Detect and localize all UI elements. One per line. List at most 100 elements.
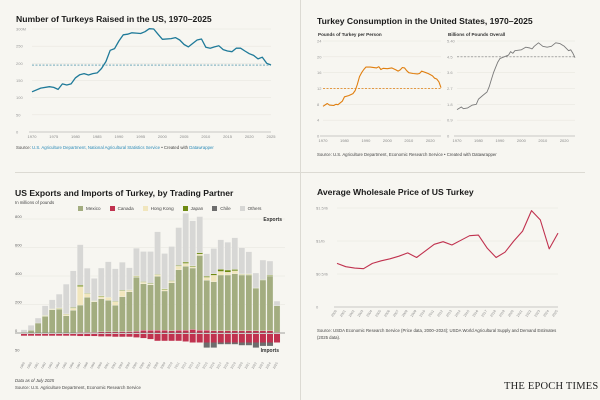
bar-export-others [266,260,274,276]
bar-export-mexico [252,288,260,331]
bar-export-canada [168,330,175,334]
turkeys-chart-title: Number of Turkeys Raised in the US, 1970… [16,14,212,24]
bar-import-chile [210,342,217,348]
x-tick-label: 1995 [61,361,68,369]
x-tick-label: 2023 [258,361,265,369]
x-tick-label: 2005 [374,309,382,318]
bar-export-mexico [84,297,91,333]
bar-export-others [98,267,105,296]
bar-import-canada [77,334,84,337]
bar-export-others [112,268,119,302]
x-tick-label: 2015 [202,361,209,369]
x-tick-label: 2013 [445,309,453,318]
bar-import-canada [175,334,182,341]
series-line [31,28,272,93]
bar-export-others [210,248,217,274]
bar-export-others [252,272,260,289]
bar-export-mexico [133,277,140,332]
bar-export-hong-kong [210,275,217,282]
bar-export-mexico [266,275,274,331]
x-tick-label: 2000 [96,361,103,369]
bar-import-canada [119,334,126,337]
bar-export-canada [203,330,210,334]
x-tick-label: 2011 [428,309,436,317]
x-tick-label: 1993 [47,361,54,369]
bar-import-chile [224,342,231,345]
trade-subtitle: In millions of pounds [15,200,55,205]
x-tick-label: 1996 [68,361,75,369]
legend-item: Mexico [78,206,101,212]
y-tick-label: 300M [16,27,26,32]
x-tick-label: 2021 [516,309,524,318]
bar-import-canada [182,334,189,342]
bar-import-chile [259,342,266,346]
bar-export-others [63,283,70,315]
x-tick-label: 2002 [110,361,117,369]
bar-import-canada [49,334,56,336]
legend-swatch [78,206,83,212]
x-tick-label: 2010 [538,138,548,143]
series-line [322,66,442,107]
horizontal-divider [15,172,585,173]
price-source: Source: USDA Economic Research Service (… [317,328,557,340]
bar-export-hong-kong [224,272,231,276]
legend-label: Mexico [86,206,101,211]
bar-export-hong-kong [98,296,105,299]
legend-label: Canada [117,206,134,211]
bar-export-hong-kong [154,274,161,277]
x-tick-label: 2017 [216,361,223,369]
x-tick-label: 1994 [54,361,61,369]
bar-export-japan [196,252,203,255]
bar-export-others [196,216,203,253]
x-tick-label: 1970 [28,134,38,139]
y-tick-label: 8 [317,102,320,107]
bar-export-hong-kong [175,266,182,270]
imports-tick-label: 50 [15,348,20,353]
source-link[interactable]: U.S. Agriculture Department, National Ag… [32,145,161,150]
y-tick-label: 4.5 [447,54,453,59]
x-tick-label: 2020 [560,138,570,143]
source-prefix: Source: [16,145,31,150]
bar-export-others [84,268,91,294]
bar-import-canada [196,334,203,343]
y-tick-label: 400 [15,271,22,276]
bar-import-chile [245,342,252,346]
x-tick-label: 2017 [480,309,488,318]
y-tick-label: 100 [16,95,23,100]
bar-export-japan [182,261,189,264]
trade-chart-title: US Exports and Imports of Turkey, by Tra… [15,188,234,198]
bar-import-chile [217,342,224,345]
bar-export-japan [77,284,84,287]
x-tick-label: 2020 [245,134,255,139]
y-tick-label: 0 [15,328,18,333]
datawrapper-link[interactable]: Datawrapper [189,145,214,150]
x-tick-label: 2005 [180,134,190,139]
bar-export-others [20,329,28,333]
x-tick-label: 1995 [136,134,146,139]
x-tick-label: 2012 [180,361,187,369]
bar-export-canada [161,330,168,334]
bar-import-canada [154,334,161,341]
bar-export-mexico [27,330,35,334]
bar-export-others [105,261,112,298]
bar-import-chile [231,342,238,345]
bar-export-mexico [112,305,119,332]
bar-export-mexico [56,308,63,334]
bar-export-hong-kong [203,277,210,281]
y-tick-label: 200 [15,300,22,305]
y-tick-label: 50 [16,112,21,117]
y-tick-label: 800 [15,214,22,219]
x-tick-label: 1998 [82,361,89,369]
x-tick-label: 2001 [339,309,347,318]
trade-source: Source: U.S. Agriculture Department, Eco… [15,385,141,390]
bar-import-canada [126,334,133,337]
bar-import-chile [203,342,210,348]
legend-item: Canada [109,206,134,212]
x-tick-label: 2013 [188,361,195,369]
bar-export-hong-kong [231,270,238,274]
y-tick-label: 150 [16,78,23,83]
bar-export-mexico [273,305,281,333]
bar-export-mexico [147,284,154,331]
bar-export-mexico [224,274,231,331]
y-tick-label: 0 [317,134,320,139]
